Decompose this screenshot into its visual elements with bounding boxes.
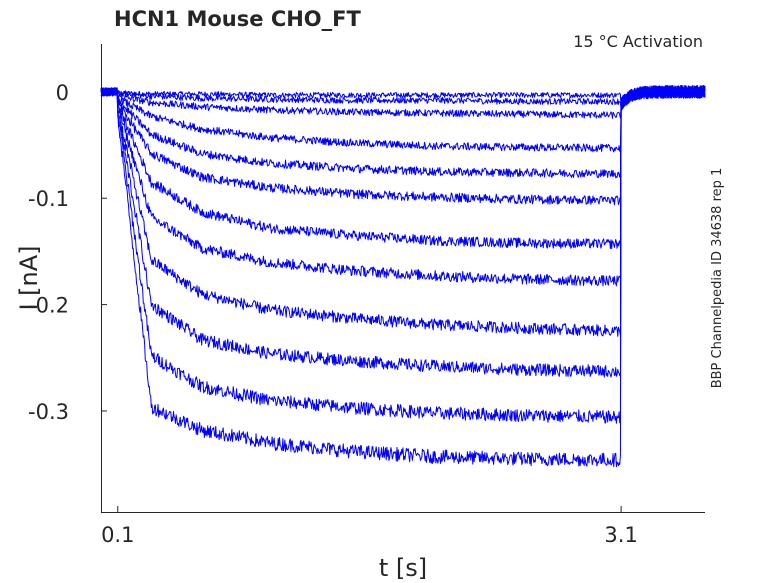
x-axis-label: t [s] [379, 554, 427, 582]
annotation-label: 15 °C Activation [573, 32, 703, 51]
trace-line [100, 85, 706, 424]
x-ticks: 0.1 3.1 [101, 506, 638, 547]
chart-title: HCN1 Mouse CHO_FT [114, 7, 361, 31]
axes [101, 44, 705, 513]
trace-line [100, 85, 706, 206]
y-ticks: 0 -0.1 -0.2 -0.3 [28, 81, 107, 424]
side-label: BBP Channelpedia ID 34638 rep 1 [710, 168, 725, 389]
trace-line [100, 85, 706, 250]
trace-line [100, 85, 706, 287]
y-axis-label: I [nA] [15, 245, 43, 310]
y-tick-label: 0 [56, 81, 69, 105]
trace-line [100, 85, 706, 119]
x-tick-label: 3.1 [604, 523, 637, 547]
trace-line [100, 85, 706, 378]
y-tick-label: -0.1 [28, 187, 69, 211]
y-tick-label: -0.3 [28, 400, 69, 424]
trace-line [100, 85, 706, 468]
trace-line [100, 85, 706, 179]
trace-line [100, 85, 706, 153]
trace-line [100, 85, 706, 337]
y-tick-label: -0.2 [28, 294, 69, 318]
trace-line [100, 85, 706, 112]
traces [100, 85, 706, 468]
x-tick-label: 0.1 [101, 523, 134, 547]
trace-line [100, 85, 706, 110]
